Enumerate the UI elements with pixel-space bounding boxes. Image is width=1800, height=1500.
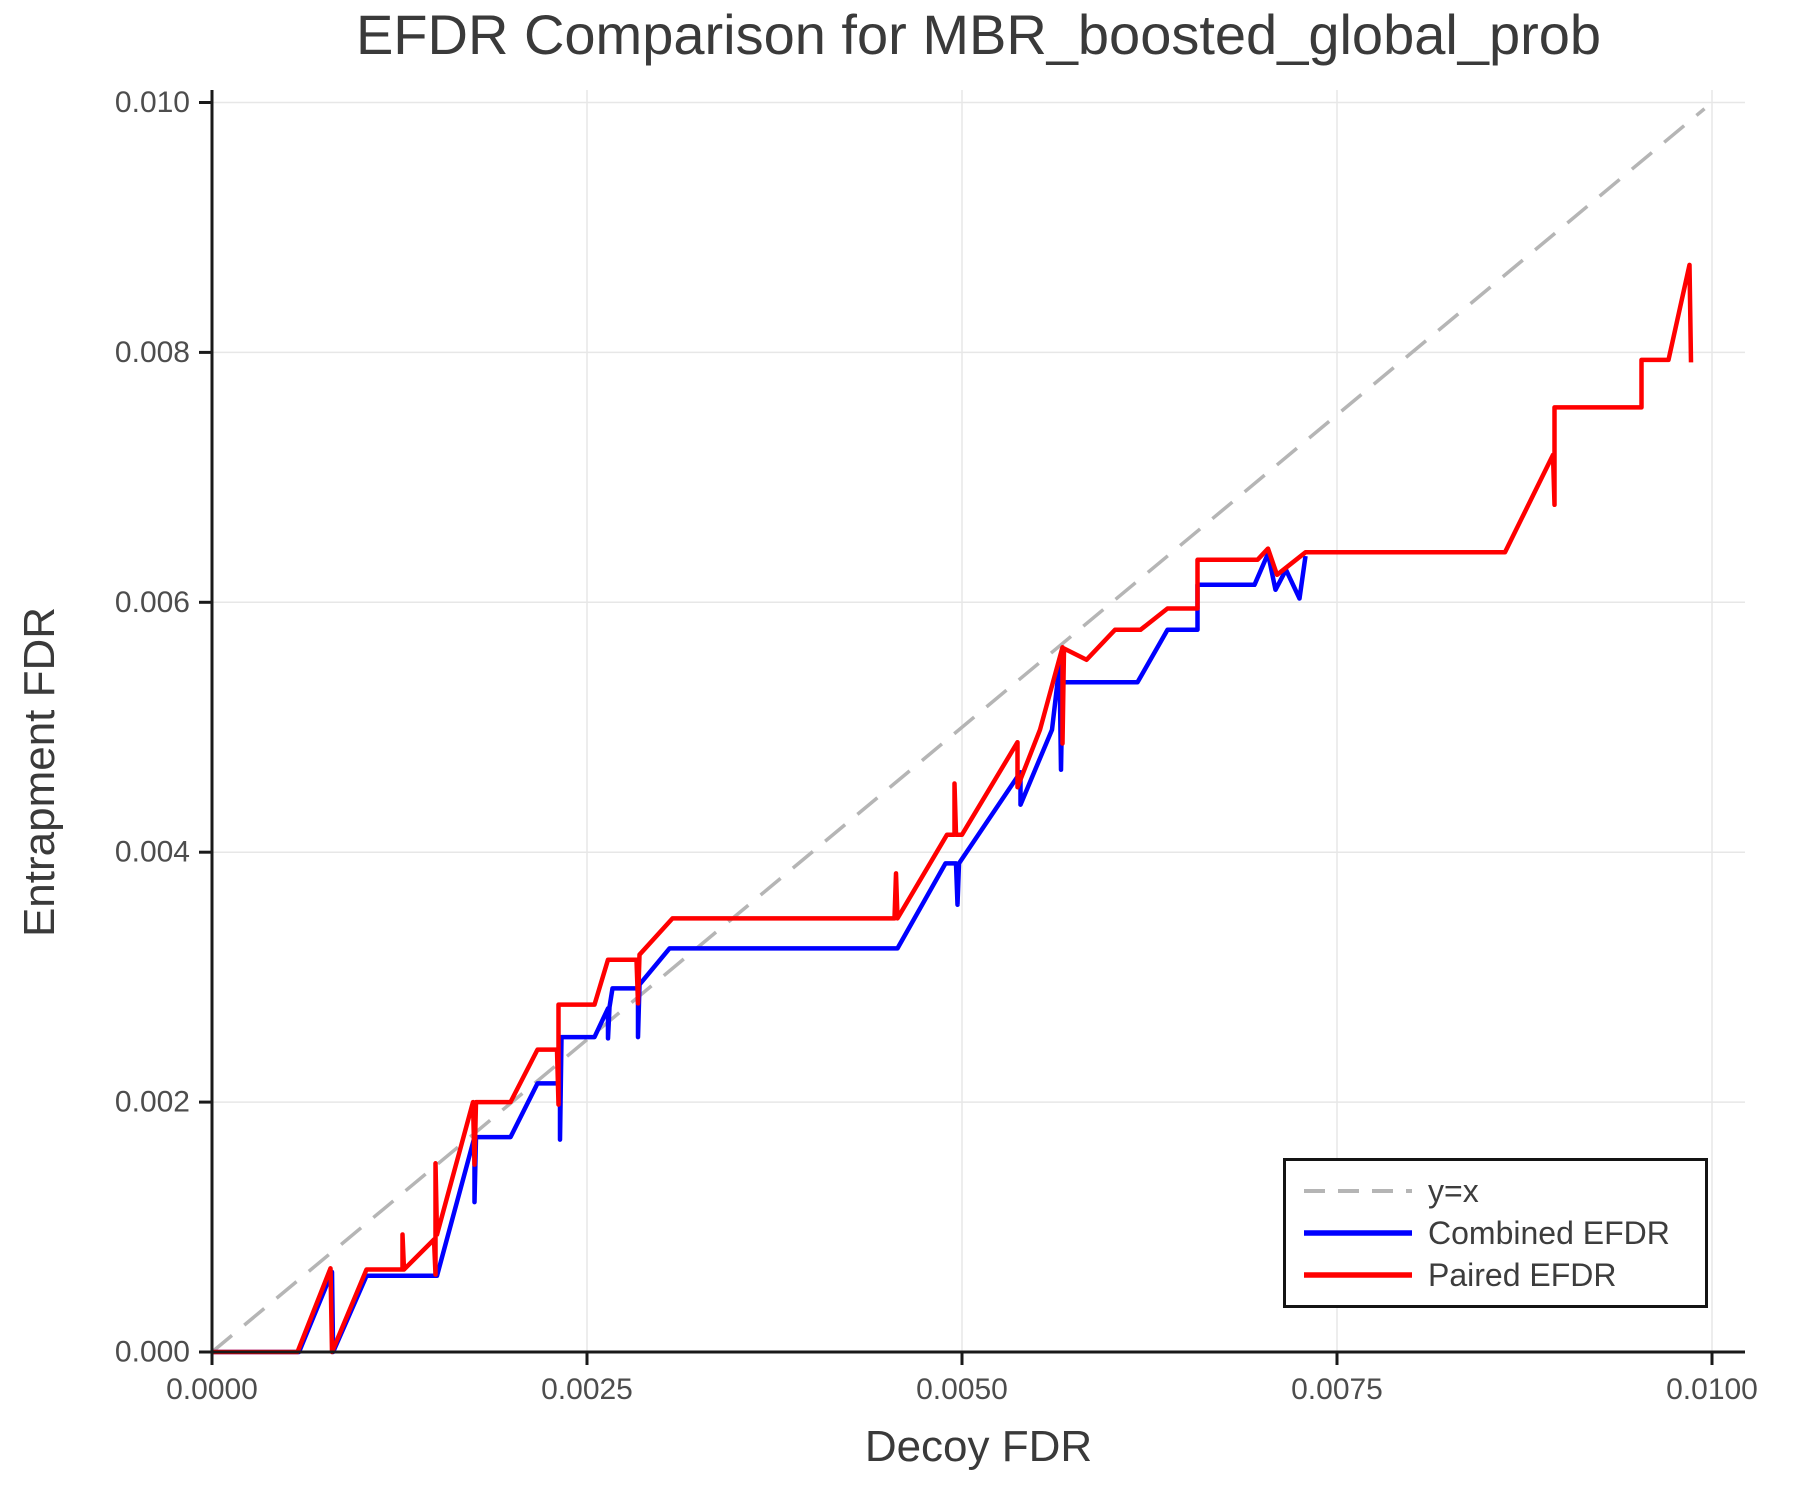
x-tick-label: 0.0075 bbox=[1291, 1373, 1383, 1406]
y-tick-label: 0.006 bbox=[115, 586, 190, 619]
combined-efdr-line bbox=[212, 551, 1308, 1355]
x-tick-label: 0.0025 bbox=[541, 1373, 633, 1406]
y-tick-label: 0.010 bbox=[115, 86, 190, 119]
paired-efdr-line bbox=[212, 262, 1694, 1355]
x-tick-label: 0.0100 bbox=[1666, 1373, 1758, 1406]
dashed-line-swatch bbox=[1304, 1189, 1412, 1193]
chart-title: EFDR Comparison for MBR_boosted_global_p… bbox=[355, 3, 1602, 66]
x-tick-label: 0.0000 bbox=[166, 1373, 258, 1406]
legend-label-identity: y=x bbox=[1428, 1172, 1479, 1209]
blue-line-swatch bbox=[1304, 1230, 1412, 1236]
y-tick-label: 0.004 bbox=[115, 836, 190, 869]
legend-entry-paired: Paired EFDR bbox=[1302, 1256, 1705, 1294]
red-line-swatch bbox=[1304, 1272, 1412, 1278]
y-tick-label: 0.002 bbox=[115, 1086, 190, 1119]
y-axis-label: Entrapment FDR bbox=[15, 606, 64, 938]
legend-entry-combined: Combined EFDR bbox=[1302, 1214, 1705, 1252]
identity-line bbox=[210, 107, 1706, 1354]
y-tick-label: 0.008 bbox=[115, 336, 190, 369]
legend-label-combined: Combined EFDR bbox=[1428, 1214, 1670, 1251]
x-tick-label: 0.0050 bbox=[916, 1373, 1008, 1406]
legend-label-paired: Paired EFDR bbox=[1428, 1256, 1617, 1293]
y-tick-label: 0.000 bbox=[115, 1336, 190, 1369]
legend: y=x Combined EFDR Paired EFDR bbox=[1283, 1158, 1708, 1308]
x-axis-label: Decoy FDR bbox=[864, 1422, 1093, 1471]
legend-entry-identity: y=x bbox=[1302, 1172, 1705, 1210]
